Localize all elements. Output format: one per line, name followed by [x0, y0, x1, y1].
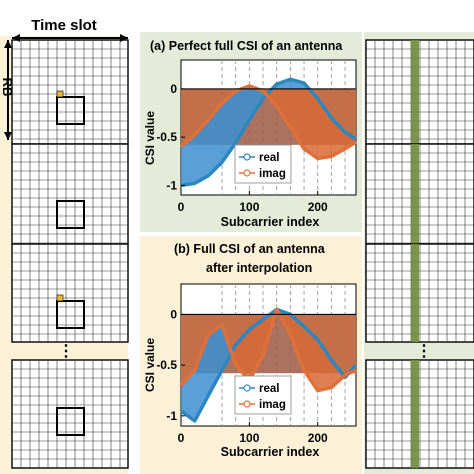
left-ellipsis: ⋮: [58, 343, 74, 360]
grid-block-frame: [11, 243, 129, 343]
y-tick-label: -1: [166, 178, 177, 192]
panel-a: (a) Perfect full CSI of an antenna 0 100 2…: [140, 32, 362, 232]
legend-label-real: real: [259, 152, 279, 164]
rb-highlight-box: [56, 96, 85, 125]
rb-highlight-box: [56, 200, 85, 229]
series-imag-line: [179, 84, 357, 161]
legend-marker: [243, 400, 251, 408]
legend-box: [234, 375, 292, 415]
csi-block-3: [365, 243, 474, 343]
legend-marker: [243, 153, 251, 161]
csi-block-2: [365, 143, 474, 245]
y-tick-label: 0: [170, 307, 177, 321]
y-tick-label: 0: [170, 82, 177, 96]
x-tick-label: 100: [239, 431, 259, 445]
right-grid-column: ⋮: [364, 32, 474, 474]
panel-a-title: (a) Perfect full CSI of an antenna: [150, 39, 343, 53]
legend-marker: [243, 169, 251, 177]
panel-b: (b) Full CSI of an antenna after interpo…: [140, 236, 362, 474]
rb-arrow-top-head: [4, 40, 12, 48]
rb-block-2: [11, 143, 129, 245]
rb-label: RB: [0, 78, 15, 97]
rb-block-1: [11, 39, 129, 145]
x-tick-label: 100: [239, 200, 259, 214]
panel-a-xlabel: Subcarrier index: [221, 215, 320, 229]
time-slot-header: Time slot: [12, 17, 128, 42]
rb-block-4: [11, 359, 129, 469]
time-slot-arrow-right-head: [120, 34, 128, 42]
series-real-fill: [181, 79, 356, 186]
y-tick-label: -0.5: [156, 358, 177, 372]
x-tick-label: 200: [308, 200, 328, 214]
y-tick-label: -1: [166, 409, 177, 423]
legend-label-real: real: [259, 383, 279, 395]
x-tick-label: 0: [178, 431, 185, 445]
csi-block-1: [365, 39, 474, 145]
series-imag-line: [179, 307, 357, 393]
estimated-csi-stripe: [411, 40, 419, 144]
estimated-csi-stripe: [411, 360, 419, 468]
legend: real imag: [234, 375, 292, 415]
rb-highlight-box: [56, 300, 85, 329]
legend: real imag: [234, 144, 292, 184]
csi-block-4: [365, 359, 474, 469]
panel-a-ylabel: CSI value: [143, 111, 157, 165]
legend-marker: [243, 384, 251, 392]
legend-box: [234, 144, 292, 184]
y-tick-label: -0.5: [156, 130, 177, 144]
panel-b-ylabel: CSI value: [143, 338, 157, 392]
legend-label-imag: imag: [259, 399, 286, 411]
series-real-line: [180, 77, 357, 188]
estimated-csi-stripe: [411, 144, 419, 244]
time-slot-label: Time slot: [31, 17, 97, 34]
left-grid-column: ⋮: [0, 36, 129, 474]
pilot-symbol: [56, 294, 64, 302]
grid-block-frame: [11, 39, 129, 145]
rb-highlight-box: [56, 407, 85, 436]
rb-dimension: RB: [0, 40, 15, 140]
legend-label-imag: imag: [259, 168, 286, 180]
estimated-csi-stripe: [411, 244, 419, 342]
rb-arrow-bottom-head: [4, 132, 12, 140]
series-imag-fill: [181, 86, 356, 159]
pilot-symbol: [56, 90, 64, 98]
panel-b-xlabel: Subcarrier index: [221, 445, 320, 459]
x-tick-label: 0: [178, 200, 185, 214]
panel-b-title-line2: after interpolation: [206, 261, 312, 275]
x-tick-label: 200: [308, 431, 328, 445]
panel-b-title-line1: (b) Full CSI of an antenna: [174, 242, 326, 256]
right-ellipsis: ⋮: [416, 343, 432, 360]
time-slot-arrow-left-head: [12, 34, 20, 42]
rb-block-3: [11, 243, 129, 343]
